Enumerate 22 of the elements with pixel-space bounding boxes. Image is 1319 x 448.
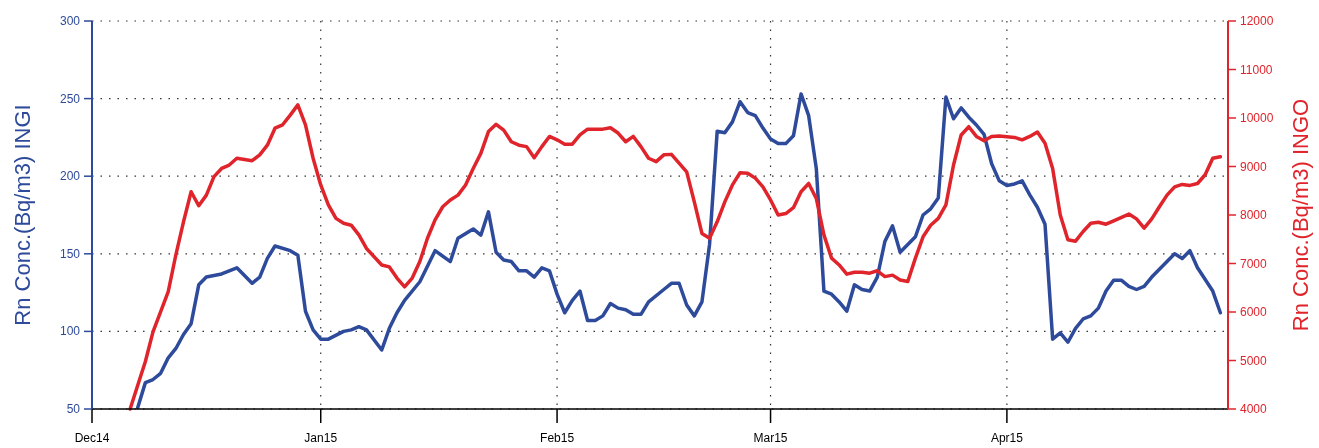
x-tick-label: Apr15	[990, 431, 1024, 445]
y-tick-label: 100	[59, 324, 81, 339]
x-tick-label: Dec14	[74, 431, 110, 445]
y-axis-title: Rn Conc.(Bq/m3) INGI	[10, 104, 35, 326]
x-tick-label: Feb15	[540, 431, 575, 445]
y2-tick-label: 4000	[1240, 402, 1268, 416]
y2-axis-title: Rn Conc.(Bq/m3) INGO	[1288, 98, 1313, 332]
y2-tick-label: 11000	[1240, 62, 1273, 77]
y-tick-label: 150	[59, 246, 81, 261]
y2-tick-label: 12000	[1240, 14, 1274, 28]
y-tick-label: 200	[59, 169, 81, 184]
y-tick-label: 300	[59, 14, 81, 28]
y2-tick-label: 9000	[1240, 159, 1268, 174]
y2-tick-label: 8000	[1240, 208, 1268, 222]
y2-tick-label: 6000	[1240, 305, 1268, 319]
y-tick-label: 250	[59, 91, 81, 106]
y2-tick-label: 5000	[1240, 353, 1268, 368]
y2-tick-label: 7000	[1240, 256, 1268, 271]
x-tick-label: Mar15	[753, 431, 788, 445]
y-tick-label: 50	[66, 402, 81, 416]
y2-tick-label: 10000	[1240, 111, 1274, 125]
x-tick-label: Jan15	[304, 431, 338, 445]
